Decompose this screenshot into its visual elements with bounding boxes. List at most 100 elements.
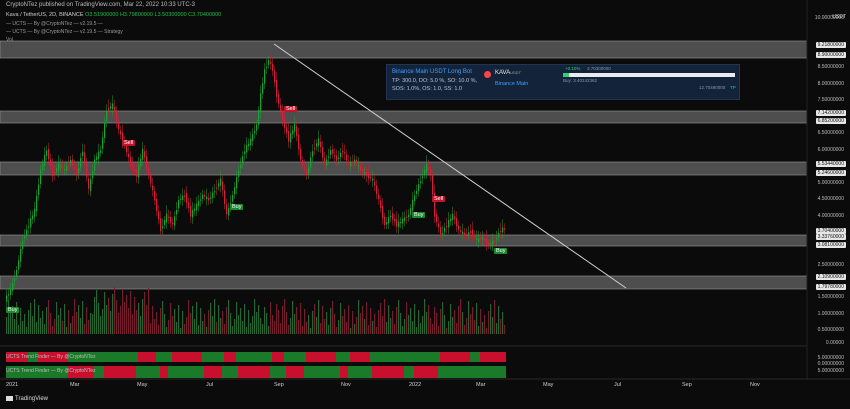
candle-body — [106, 111, 108, 122]
volume-bar — [362, 306, 364, 334]
indicator-axis-label: 0.00000000 — [817, 361, 844, 367]
volume-bar — [318, 300, 320, 334]
bot-tp-value: 12.70490000 — [699, 85, 726, 90]
candle-body — [264, 69, 266, 84]
volume-bar — [210, 303, 212, 334]
trend-finder-upper — [292, 352, 294, 362]
volume-bar — [130, 291, 132, 334]
candle-body — [52, 164, 54, 177]
volume-bar — [90, 313, 92, 334]
trend-finder-lower — [274, 366, 276, 378]
tradingview-brand: TradingView — [6, 396, 48, 402]
volume-bar — [260, 318, 262, 334]
trend-finder-lower — [192, 366, 194, 378]
trend-finder-upper — [372, 352, 374, 362]
trend-finder-lower — [308, 366, 310, 378]
volume-bar — [472, 307, 474, 334]
trend-finder-lower — [390, 366, 392, 378]
candle-body — [362, 168, 364, 173]
trend-finder-lower — [142, 366, 144, 378]
price-tag: 3.33760000 — [815, 234, 846, 240]
trend-finder-lower — [300, 366, 302, 378]
trend-finder-upper — [494, 352, 496, 362]
symbol-name[interactable]: Kava / TetherUS, 2D, BINANCE — [6, 12, 84, 18]
tradingview-logo-icon — [6, 396, 13, 401]
trend-finder-upper — [92, 352, 94, 362]
trend-finder-lower — [442, 366, 444, 378]
candle-body — [374, 181, 376, 186]
price-tag: 9.21800000 — [815, 42, 846, 48]
price-tag: 5.24600000 — [815, 170, 846, 176]
trend-finder-upper — [172, 352, 174, 362]
trend-finder-upper — [192, 352, 194, 362]
trend-finder-lower — [286, 366, 288, 378]
candle-body — [310, 157, 312, 168]
trend-finder-lower — [322, 366, 324, 378]
volume-bar — [476, 303, 478, 334]
volume-bar — [442, 302, 444, 334]
volume-bar — [312, 311, 314, 334]
trend-finder-lower — [248, 366, 250, 378]
candle-body — [216, 187, 218, 189]
indicator-legend-vol[interactable]: Vol — [6, 37, 13, 43]
candle-body — [102, 137, 104, 149]
trend-finder-lower — [158, 366, 160, 378]
volume-bar — [304, 309, 306, 334]
trend-finder-upper — [434, 352, 436, 362]
volume-bar — [72, 316, 74, 334]
time-axis-label: Jul — [614, 382, 622, 388]
volume-bar — [356, 317, 358, 334]
indicator-legend-1[interactable]: — UCTS — By @CryptoNTez — v2.19.5 — — [6, 21, 103, 27]
volume-bar — [308, 315, 310, 334]
trend-finder-lower — [146, 366, 148, 378]
candle-body — [444, 227, 446, 233]
volume-bar — [218, 305, 220, 334]
trend-finder-legend-1[interactable]: UCTS Trend Finder — By @CryptoNTez — [6, 354, 96, 360]
trend-finder-lower — [350, 366, 352, 378]
currency-label[interactable]: USDT — [832, 14, 846, 20]
volume-bar — [26, 327, 28, 334]
volume-bar — [434, 307, 436, 334]
volume-bar — [332, 301, 334, 334]
volume-bar — [158, 325, 160, 334]
volume-bar — [398, 300, 400, 334]
trend-finder-lower — [44, 366, 46, 378]
candle-body — [158, 211, 160, 220]
volume-bar — [394, 324, 396, 334]
time-axis-label: Mar — [476, 382, 486, 388]
trend-finder-upper — [420, 352, 422, 362]
trend-finder-lower — [444, 366, 446, 378]
volume-bar — [20, 308, 22, 334]
trend-finder-lower — [198, 366, 200, 378]
candle-body — [440, 227, 442, 236]
volume-bar — [242, 321, 244, 334]
trend-finder-legend-2[interactable]: UCTS Trend Finder — By @CryptoNTez — [6, 368, 96, 374]
candle-body — [418, 184, 420, 192]
candle-body — [276, 80, 278, 97]
trend-finder-upper — [170, 352, 172, 362]
indicator-legend-2[interactable]: — UCTS — By @CryptoNTez — v2.19.5 — Stra… — [6, 29, 123, 35]
volume-bar — [448, 321, 450, 334]
buy-signal: Buy — [230, 204, 244, 210]
volume-bar — [14, 319, 16, 334]
trend-finder-upper — [500, 352, 502, 362]
volume-bar — [436, 313, 438, 334]
trend-finder-lower — [90, 366, 92, 378]
candle-body — [394, 218, 396, 222]
volume-bar — [424, 299, 426, 334]
trend-finder-lower — [418, 366, 420, 378]
candle-body — [166, 213, 168, 223]
candle-body — [458, 225, 460, 230]
trend-finder-lower — [460, 366, 462, 378]
trend-finder-lower — [88, 366, 90, 378]
volume-bar — [154, 319, 156, 334]
bot-title: Binance Main USDT Long Bot — [392, 69, 472, 75]
trend-finder-lower — [228, 366, 230, 378]
trend-finder-upper — [36, 352, 38, 362]
candle-body — [32, 215, 34, 220]
candle-body — [274, 70, 276, 83]
candle-body — [500, 230, 502, 233]
volume-bar — [170, 303, 172, 334]
candle-body — [324, 157, 326, 165]
